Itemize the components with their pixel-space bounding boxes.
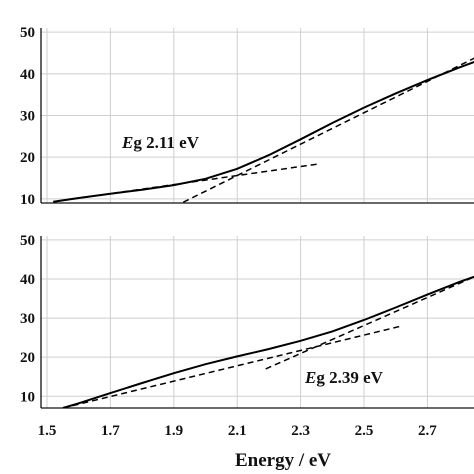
tangent-line xyxy=(182,57,474,203)
y-tick-label: 50 xyxy=(20,25,35,41)
bottom-panel: 10 20 30 40 50 Eg 2.39 eV xyxy=(20,233,474,409)
top-panel: 10 20 30 40 50 Eg 2.11 eV xyxy=(20,25,474,208)
tangent-line xyxy=(265,276,474,370)
bandgap-annotation: Eg 2.11 eV xyxy=(121,133,200,152)
tangent-line xyxy=(53,163,320,203)
y-tick-label: 30 xyxy=(20,311,35,327)
x-tick-label: 2.1 xyxy=(228,423,247,439)
x-tick-label: 2.3 xyxy=(291,423,310,439)
bandgap-annotation: Eg 2.39 eV xyxy=(304,368,384,387)
absorption-curve xyxy=(53,61,474,203)
x-axis-title: Energy / eV xyxy=(235,450,331,471)
annotation-value: g 2.39 eV xyxy=(316,368,383,387)
y-tick-label: 10 xyxy=(20,192,35,208)
annotation-value: g 2.11 eV xyxy=(133,133,199,152)
annotation-symbol: E xyxy=(121,133,133,152)
y-tick-label: 10 xyxy=(20,389,35,405)
x-tick-label: 1.7 xyxy=(101,423,120,439)
x-tick-label: 1.5 xyxy=(38,423,57,439)
y-tick-label: 20 xyxy=(20,150,35,166)
tangent-line xyxy=(62,325,403,408)
y-tick-label: 20 xyxy=(20,350,35,366)
annotation-symbol: E xyxy=(304,368,316,387)
x-tick-labels: 1.51.71.92.12.32.52.72.9 xyxy=(38,423,438,439)
x-tick-label: 1.9 xyxy=(164,423,183,439)
x-tick-label: 2.7 xyxy=(418,423,437,439)
y-tick-label: 40 xyxy=(20,272,35,288)
y-tick-label: 40 xyxy=(20,67,35,83)
absorption-curve xyxy=(62,275,474,408)
x-tick-label: 2.5 xyxy=(355,423,374,439)
y-tick-label: 30 xyxy=(20,109,35,125)
y-tick-label: 50 xyxy=(20,233,35,249)
